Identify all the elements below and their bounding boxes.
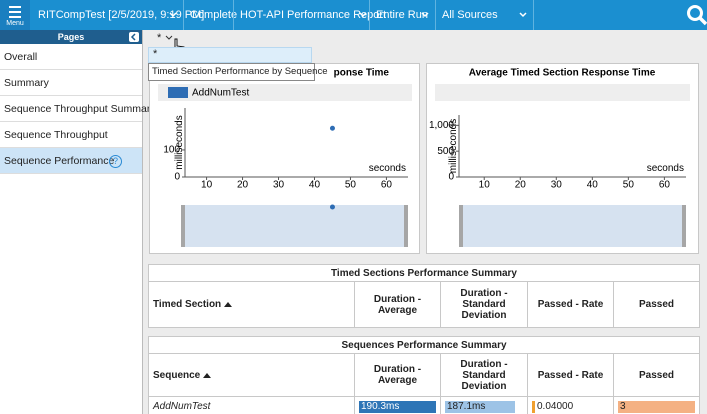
tooltip: Timed Section Performance by Sequence: [148, 63, 328, 81]
column-header[interactable]: Passed - Rate: [527, 353, 614, 397]
chevron: [169, 12, 177, 18]
column-header-text: Timed Section: [153, 299, 222, 310]
cell-bar: 0.04000: [532, 400, 609, 413]
column-header[interactable]: Duration - Average: [354, 281, 441, 328]
collapse-button[interactable]: [129, 32, 139, 42]
page-link[interactable]: Summary: [0, 70, 142, 96]
cell-bar: 187.1ms: [445, 400, 515, 413]
column-header[interactable]: Duration - Average: [354, 353, 441, 397]
cell: 190.3ms: [354, 396, 441, 414]
separator: [435, 0, 436, 30]
column-header[interactable]: Duration - Standard Deviation: [440, 353, 528, 397]
search-icon[interactable]: [686, 4, 707, 26]
column-header-text: Sequence: [153, 369, 201, 381]
help-icon[interactable]: ?: [109, 155, 122, 168]
column-header[interactable]: Timed Section: [148, 281, 355, 328]
column-header[interactable]: Duration - Standard Deviation: [440, 281, 528, 328]
cell: 3: [612, 396, 701, 414]
cell: 187.1ms: [440, 396, 528, 414]
chevron: [359, 12, 367, 18]
menu-button[interactable]: Menu: [0, 0, 30, 30]
cell-bar: 190.3ms: [359, 400, 436, 413]
cell: 0.04000: [527, 396, 614, 414]
column-header[interactable]: Passed: [613, 281, 700, 328]
sort-icon: [203, 372, 212, 378]
page-link[interactable]: Overall: [0, 44, 142, 70]
menu-icon: [9, 6, 21, 18]
cell-bar: 3: [618, 400, 696, 413]
separator: [233, 0, 234, 30]
toolbar: Menu RITCompTest [2/5/2019, 9:19 PM] Com…: [0, 0, 707, 30]
timed-sections-table: Timed Sections Performance Summary Timed…: [148, 264, 700, 328]
run-selector[interactable]: RITCompTest [2/5/2019, 9:19 PM]: [38, 9, 205, 21]
page-link[interactable]: Sequence Throughput Summary: [0, 96, 156, 122]
sidebar-title: Pages: [57, 32, 85, 42]
sidebar-header: Pages: [0, 30, 142, 44]
separator: [369, 0, 370, 30]
page-link[interactable]: Sequence Throughput: [0, 122, 142, 148]
range-selector[interactable]: Entire Run: [376, 9, 428, 21]
collapse-icon: [130, 33, 136, 41]
tab-menu-item[interactable]: *: [148, 47, 312, 63]
source-selector[interactable]: All Sources: [442, 9, 498, 21]
tab-chevron: [165, 35, 173, 40]
sequences-table: Sequences Performance Summary Sequence D…: [147, 336, 701, 414]
chevron: [421, 12, 429, 18]
table-title: Sequences Performance Summary: [147, 336, 701, 354]
separator: [183, 0, 184, 30]
sidebar: Pages Overall Summary Sequence Throughpu…: [0, 30, 156, 414]
separator: [533, 0, 534, 30]
cell: AddNumTest: [148, 396, 355, 414]
status: Complete: [190, 9, 238, 21]
table-title: Timed Sections Performance Summary: [148, 264, 700, 282]
chart-panel: [149, 63, 420, 254]
column-header[interactable]: Passed: [612, 353, 701, 397]
chevron: [519, 12, 527, 18]
report-selector[interactable]: HOT-API Performance Report: [240, 9, 387, 21]
tab[interactable]: *: [157, 32, 162, 44]
column-header[interactable]: Sequence: [148, 353, 355, 397]
sort-icon: [223, 302, 232, 307]
menu-label: Menu: [6, 20, 24, 27]
column-header[interactable]: Passed - Rate: [527, 281, 614, 328]
chart-panel: [426, 63, 699, 254]
